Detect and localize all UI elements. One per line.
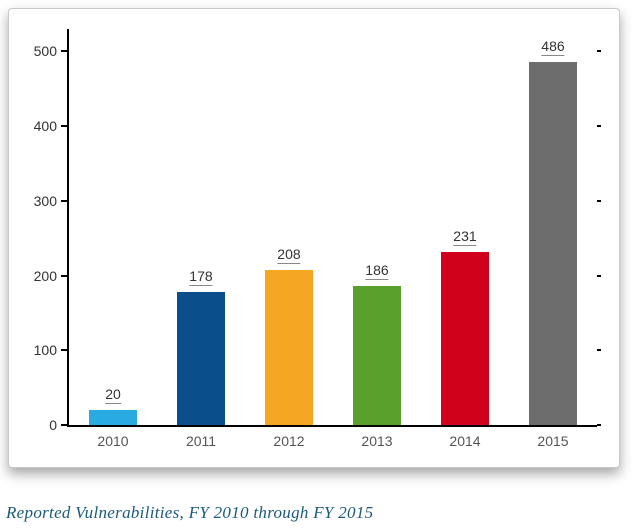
x-axis-label: 2011 [186, 433, 216, 449]
bar-value-label: 486 [541, 38, 564, 56]
y-tick [61, 200, 69, 202]
bar-value-label: 178 [189, 268, 212, 286]
y-tick [61, 275, 69, 277]
x-axis-label: 2012 [273, 433, 304, 449]
x-axis-label: 2013 [361, 433, 392, 449]
y-tick-right [597, 424, 601, 426]
plot-area: 20178208186231486 0100200300400500201020… [67, 29, 597, 427]
bar-value-label: 186 [365, 262, 388, 280]
x-axis-label: 2010 [97, 433, 128, 449]
y-axis-label: 500 [34, 43, 57, 59]
y-tick [61, 125, 69, 127]
y-tick [61, 50, 69, 52]
y-axis-label: 400 [34, 118, 57, 134]
x-axis-label: 2015 [537, 433, 568, 449]
bar: 208 [265, 270, 313, 425]
bar: 178 [177, 292, 225, 425]
y-tick-right [597, 50, 601, 52]
bar: 186 [353, 286, 401, 425]
y-axis-label: 100 [34, 342, 57, 358]
bar: 486 [529, 62, 577, 425]
chart-caption: Reported Vulnerabilities, FY 2010 throug… [6, 503, 373, 523]
y-axis-label: 300 [34, 193, 57, 209]
y-tick-right [597, 349, 601, 351]
bar-value-label: 231 [453, 228, 476, 246]
y-tick [61, 424, 69, 426]
bar-value-label: 20 [105, 386, 121, 404]
x-axis-label: 2014 [449, 433, 480, 449]
y-tick-right [597, 125, 601, 127]
chart-card: 20 178 208 186 231 486 0 100 200 300 400 500 2010 20… [8, 8, 620, 468]
y-tick-right [597, 200, 601, 202]
bars-container: 20 178 208 186 231 486 [69, 29, 597, 425]
bar: 20 [89, 410, 137, 425]
y-axis-label: 0 [49, 417, 57, 433]
y-tick-right [597, 275, 601, 277]
y-axis-label: 200 [34, 268, 57, 284]
bar: 231 [441, 252, 489, 425]
y-tick [61, 349, 69, 351]
bar-value-label: 208 [277, 246, 300, 264]
